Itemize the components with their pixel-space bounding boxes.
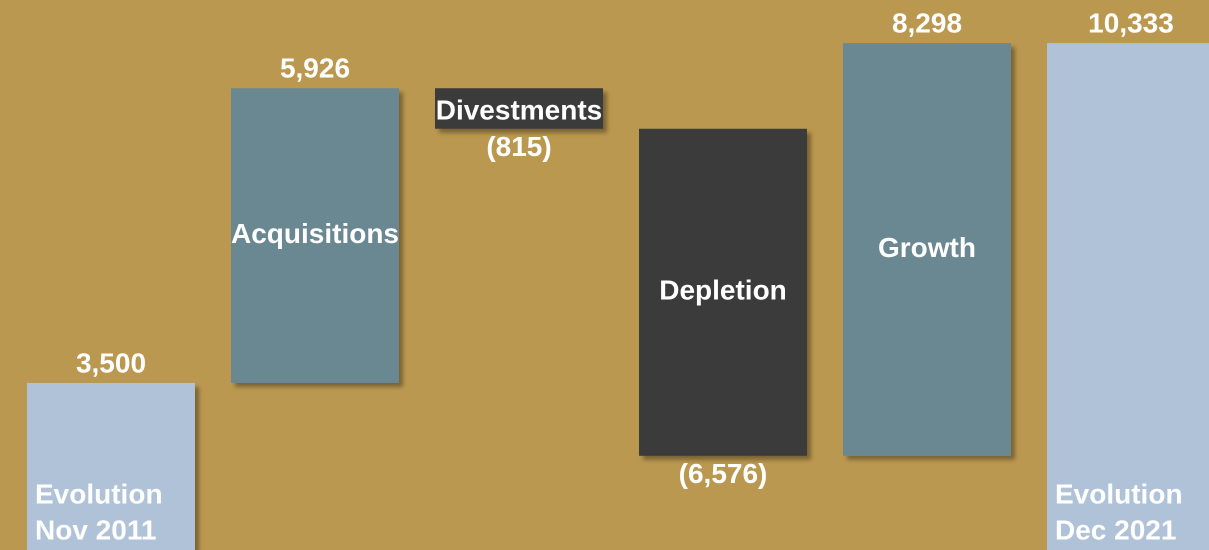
category-label: Evolution	[1055, 478, 1183, 509]
value-label: 3,500	[76, 347, 146, 378]
category-label: Nov 2011	[35, 514, 156, 545]
value-label: (6,576)	[679, 458, 768, 489]
category-label: Depletion	[659, 275, 787, 306]
bar	[27, 382, 195, 550]
category-label: Divestments	[436, 95, 603, 126]
bar	[843, 43, 1011, 456]
value-label: (815)	[486, 131, 551, 162]
bar	[231, 88, 399, 383]
bar	[639, 128, 807, 456]
value-label: 5,926	[280, 53, 350, 84]
category-label: Evolution	[35, 478, 163, 509]
category-label: Acquisitions	[231, 218, 399, 249]
category-label: Growth	[878, 232, 976, 263]
value-label: 10,333	[1088, 8, 1174, 39]
bar	[435, 88, 603, 129]
bar	[1047, 43, 1209, 550]
value-label: 8,298	[892, 8, 962, 39]
category-label: Dec 2021	[1055, 514, 1176, 545]
